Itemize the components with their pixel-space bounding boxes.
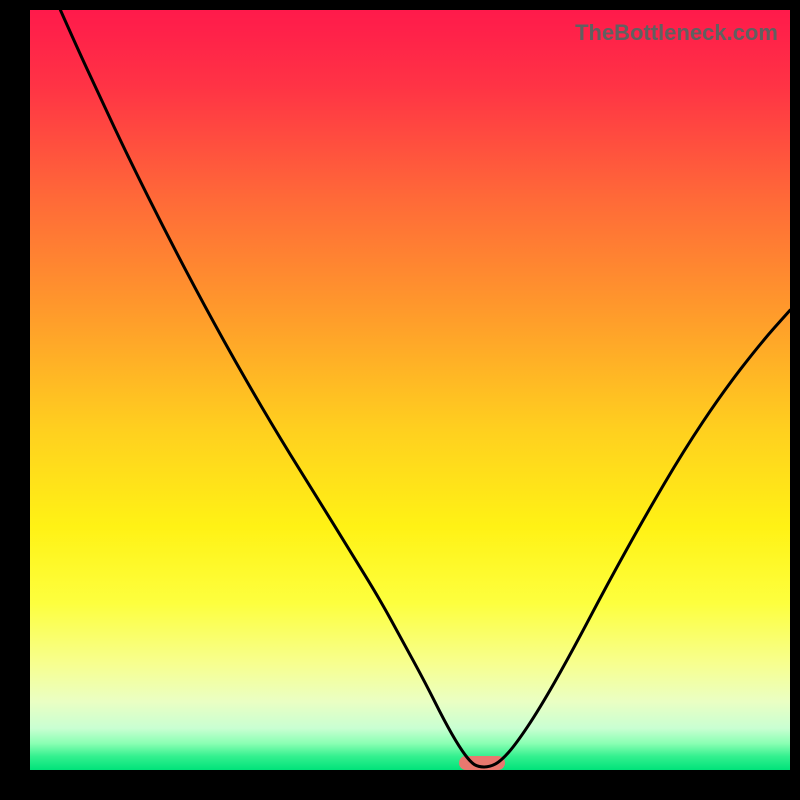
curve-path bbox=[60, 10, 790, 767]
plot-area: TheBottleneck.com bbox=[30, 10, 790, 770]
bottleneck-curve bbox=[30, 10, 790, 770]
watermark-text: TheBottleneck.com bbox=[575, 20, 778, 46]
